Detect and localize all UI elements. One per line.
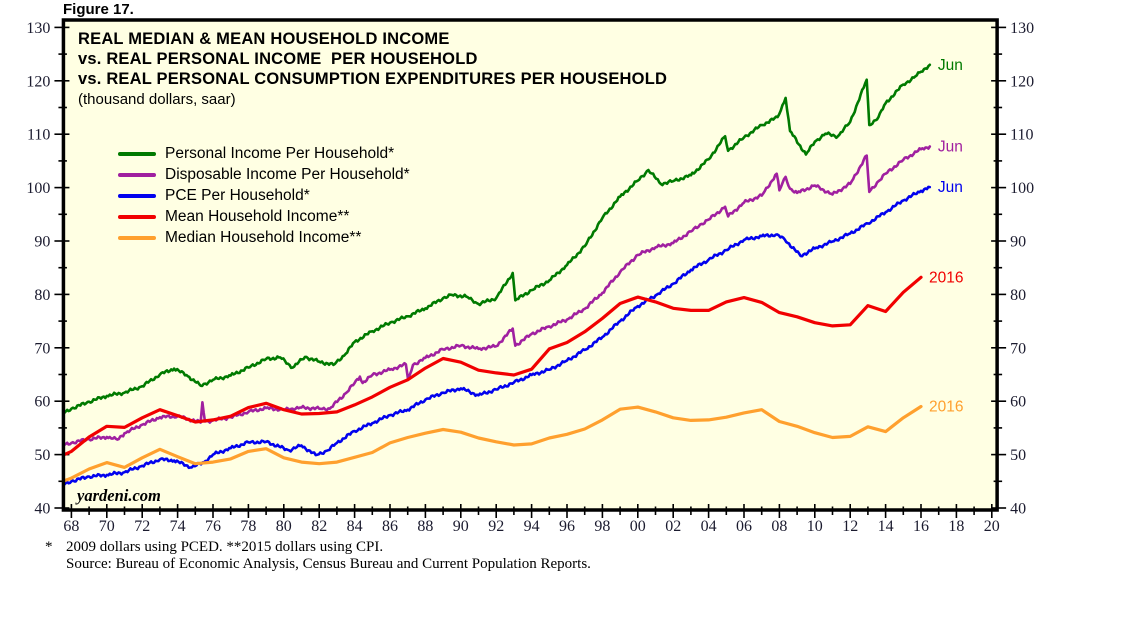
x-tick-label: 88 [417, 518, 433, 535]
x-tick-label: 04 [701, 518, 717, 535]
annotation-jun: Jun [938, 57, 963, 74]
annotation-2016: 2016 [929, 399, 963, 416]
series-median-household-income-line [62, 404, 923, 483]
x-tick-label: 14 [878, 518, 894, 535]
y-tick-label-right: 120 [1010, 73, 1034, 90]
x-tick-label: 16 [913, 518, 929, 535]
x-tick-label: 70 [99, 518, 115, 535]
y-tick-label-right: 90 [1010, 234, 1026, 251]
legend-item-mean-income: Mean Household Income** [118, 206, 410, 227]
axis-tick-labels: 68 70 72 74 76 78 80 82 84 86 88 90 92 94 96 98 00 02 04 06… [26, 20, 1034, 535]
legend-label: Disposable Income Per Household* [165, 165, 410, 183]
y-tick-label-right: 50 [1010, 447, 1026, 464]
y-tick-label-right: 130 [1010, 20, 1034, 37]
x-tick-label: 94 [524, 518, 540, 535]
legend-label: PCE Per Household* [165, 186, 310, 204]
legend-item-disposable-income: Disposable Income Per Household* [118, 164, 410, 185]
x-tick-label: 12 [842, 518, 858, 535]
chart-title-block: REAL MEDIAN & MEAN HOUSEHOLD INCOME vs. … [78, 29, 667, 109]
chart-title-line-1: REAL MEDIAN & MEAN HOUSEHOLD INCOME [78, 30, 450, 48]
chart-title-line-3: vs. REAL PERSONAL CONSUMPTION EXPENDITUR… [78, 70, 668, 88]
chart-title-line-2: vs. REAL PERSONAL INCOME PER HOUSEHOLD [78, 50, 478, 68]
x-tick-label: 10 [807, 518, 823, 535]
legend-item-pce: PCE Per Household* [118, 185, 410, 206]
x-tick-label: 72 [134, 518, 150, 535]
x-tick-label: 68 [63, 518, 79, 535]
y-tick-label-right: 100 [1010, 180, 1034, 197]
annotation-jun: Jun [938, 179, 963, 196]
y-tick-label-left: 70 [34, 340, 50, 357]
x-tick-label: 84 [347, 518, 363, 535]
legend-item-personal-income: Personal Income Per Household* [118, 143, 410, 164]
x-tick-label: 06 [736, 518, 752, 535]
y-tick-label-right: 110 [1010, 127, 1033, 144]
mean-income-line-swatch [118, 214, 156, 219]
x-tick-label: 08 [771, 518, 787, 535]
legend-label: Mean Household Income** [165, 207, 350, 225]
y-tick-label-left: 40 [34, 501, 50, 518]
y-tick-label-left: 80 [34, 287, 50, 304]
y-tick-label-right: 40 [1010, 501, 1026, 518]
y-tick-label-left: 130 [26, 20, 50, 37]
legend-label: Median Household Income** [165, 228, 362, 246]
personal-income-line-swatch [118, 151, 156, 156]
y-tick-label-left: 110 [27, 127, 50, 144]
footnote-text: 2009 dollars using PCED. **2015 dollars … [66, 539, 384, 555]
x-tick-label: 96 [559, 518, 575, 535]
yardeni-watermark: yardeni.com [77, 486, 161, 505]
y-tick-label-left: 60 [34, 394, 50, 411]
median-income-line-swatch [118, 235, 156, 240]
legend-item-median-income: Median Household Income** [118, 227, 410, 248]
y-tick-label-left: 50 [34, 447, 50, 464]
annotation-jun: Jun [938, 138, 963, 155]
y-tick-label-left: 90 [34, 234, 50, 251]
chart-subtitle: (thousand dollars, saar) [78, 91, 236, 108]
y-tick-label-left: 120 [26, 73, 50, 90]
annotation-2016: 2016 [929, 269, 963, 286]
series-pce-per-household-line [63, 185, 932, 486]
x-tick-label: 80 [276, 518, 292, 535]
x-tick-label: 78 [240, 518, 256, 535]
y-tick-label-right: 70 [1010, 340, 1026, 357]
legend-label: Personal Income Per Household* [165, 144, 395, 162]
x-tick-label: 18 [948, 518, 964, 535]
series-personal-income-per-household-line [63, 63, 932, 415]
pce-line-swatch [118, 193, 156, 198]
series-mean-household-income-line [62, 275, 923, 457]
disposable-income-line-swatch [118, 172, 156, 177]
x-tick-label: 74 [170, 518, 186, 535]
x-tick-label: 92 [488, 518, 504, 535]
plot-area [63, 20, 998, 510]
figure-number-label: Figure 17. [63, 1, 134, 18]
y-tick-label-right: 60 [1010, 394, 1026, 411]
footnote-definitions: * 2009 dollars using PCED. **2015 dollars… [45, 539, 383, 556]
x-tick-label: 86 [382, 518, 398, 535]
x-tick-label: 02 [665, 518, 681, 535]
x-tick-label: 76 [205, 518, 221, 535]
x-tick-label: 00 [630, 518, 646, 535]
x-tick-label: 20 [984, 518, 1000, 535]
y-tick-label-right: 80 [1010, 287, 1026, 304]
x-tick-label: 90 [453, 518, 469, 535]
x-tick-label: 82 [311, 518, 327, 535]
x-tick-label: 98 [594, 518, 610, 535]
plot-border [61, 18, 999, 512]
chart-legend: Personal Income Per Household* Disposabl… [118, 143, 410, 248]
footnote-source: Source: Bureau of Economic Analysis, Cen… [66, 556, 591, 572]
footnote-asterisk: * [45, 539, 53, 555]
y-tick-label-left: 100 [26, 180, 50, 197]
